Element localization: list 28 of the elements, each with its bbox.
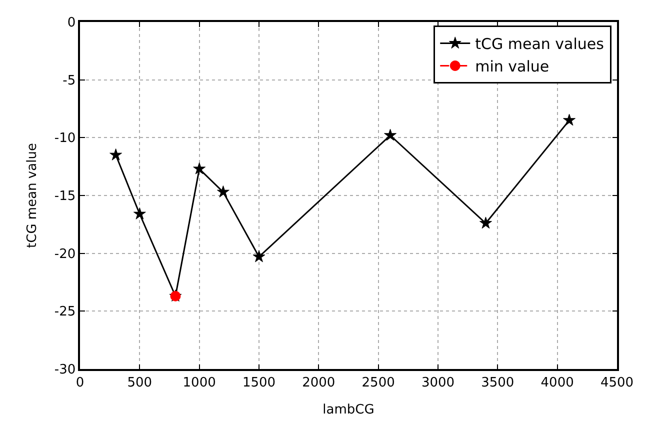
x-tick-label: 3500 — [481, 375, 514, 390]
point — [110, 148, 122, 160]
legend-label: tCG mean values — [475, 35, 604, 54]
y-tick-label: -30 — [54, 362, 76, 378]
y-tick-label: -5 — [62, 73, 76, 88]
x-tick-label: 500 — [127, 375, 152, 390]
y-axis-title: tCG mean value — [24, 143, 40, 248]
point — [384, 128, 397, 141]
y-tick-label: 0 — [67, 16, 76, 31]
y-tick-label: -15 — [54, 189, 76, 204]
x-tick-label: 4500 — [600, 375, 634, 390]
point — [193, 162, 206, 174]
point — [252, 250, 266, 262]
point — [216, 185, 230, 198]
point — [479, 216, 492, 229]
y-tick-label: -10 — [54, 131, 76, 146]
x-axis-title: lambCG — [322, 402, 374, 418]
y-tick-label: -25 — [54, 304, 76, 320]
x-tick-label: 4000 — [540, 375, 574, 390]
x-tick-label: 1500 — [242, 375, 276, 390]
x-tick-label: 1000 — [182, 375, 216, 390]
x-tick-label: 3000 — [421, 375, 455, 390]
x-tick-label: 2000 — [302, 375, 336, 390]
point — [133, 207, 146, 220]
x-tick-label: 2500 — [362, 375, 395, 390]
legend-label: min value — [475, 58, 550, 76]
y-tick-label: -20 — [54, 246, 76, 262]
point — [563, 114, 576, 126]
